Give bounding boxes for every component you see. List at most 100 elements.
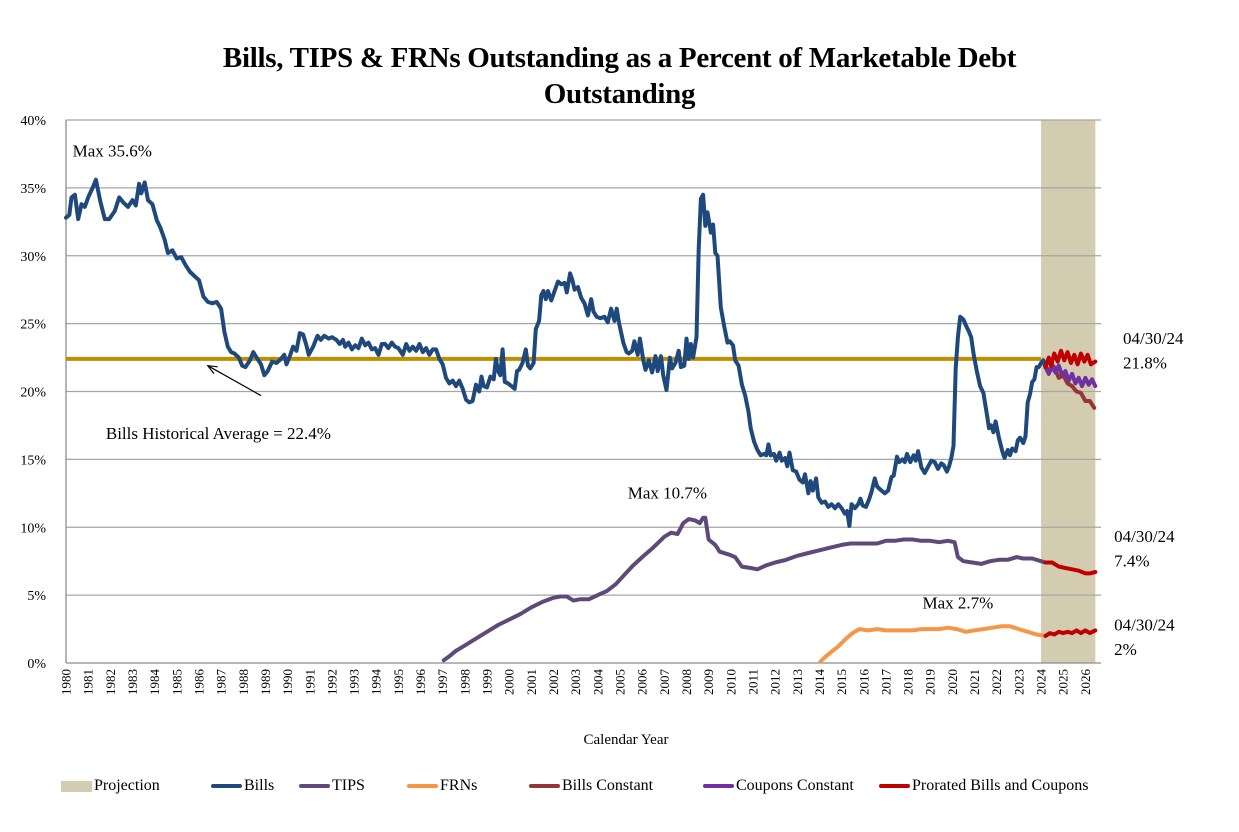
x-tick-label: 2008 bbox=[679, 669, 694, 695]
average-arrow-shaft bbox=[207, 365, 262, 397]
x-tick-label: 2022 bbox=[989, 669, 1004, 695]
legend-item-frns: FRNs bbox=[407, 774, 477, 798]
x-tick-label: 1995 bbox=[391, 669, 406, 695]
average-arrow-head bbox=[206, 364, 218, 374]
x-tick-label: 1986 bbox=[191, 669, 206, 696]
chart-title-line-1: Bills, TIPS & FRNs Outstanding as a Perc… bbox=[222, 42, 1017, 74]
x-tick-label: 1997 bbox=[435, 669, 450, 696]
x-tick-label: 2009 bbox=[701, 669, 716, 695]
x-tick-label: 2016 bbox=[856, 669, 871, 696]
annotation-frn-latest-value: 2% bbox=[1114, 640, 1137, 659]
annotation-bills-latest-value: 21.8% bbox=[1123, 353, 1167, 372]
legend-line-icon bbox=[299, 784, 330, 788]
y-tick-label: 10% bbox=[20, 521, 46, 536]
series-tips-prorated-line bbox=[1043, 560, 1098, 576]
x-tick-label: 1996 bbox=[413, 669, 428, 696]
annotation-bills-avg: Bills Historical Average = 22.4% bbox=[106, 424, 331, 443]
x-tick-label: 1999 bbox=[480, 669, 495, 695]
x-tick-label: 1985 bbox=[169, 669, 184, 695]
x-tick-label: 2021 bbox=[967, 669, 982, 695]
legend-item-bills-constant: Bills Constant bbox=[529, 774, 653, 798]
legend: Projection Bills TIPS FRNs Bills Constant Cou… bbox=[0, 774, 1239, 798]
x-tick-label: 2025 bbox=[1056, 669, 1071, 695]
x-tick-label: 2004 bbox=[590, 669, 605, 696]
y-tick-label: 0% bbox=[27, 657, 46, 672]
annotation-frn-latest-date: 04/30/24 bbox=[1114, 615, 1175, 634]
legend-item-projection: Projection bbox=[61, 774, 160, 798]
x-axis-label: Calendar Year bbox=[584, 732, 669, 748]
legend-label: TIPS bbox=[332, 777, 365, 794]
legend-label: Prorated Bills and Coupons bbox=[912, 777, 1089, 794]
x-tick-label: 2026 bbox=[1078, 669, 1093, 696]
y-tick-label: 15% bbox=[20, 453, 46, 468]
legend-item-prorated-bills-and-coupons: Prorated Bills and Coupons bbox=[879, 774, 1088, 798]
legend-item-bills: Bills bbox=[211, 774, 274, 798]
legend-box-icon bbox=[61, 780, 92, 792]
x-tick-label: 2002 bbox=[546, 669, 561, 695]
series-tips-line bbox=[441, 515, 1048, 663]
x-tick-label: 2014 bbox=[812, 669, 827, 696]
annotation-frn-max: Max 2.7% bbox=[922, 594, 993, 613]
y-tick-label: 30% bbox=[20, 250, 46, 265]
legend-line-icon bbox=[407, 784, 438, 788]
legend-line-icon bbox=[211, 784, 242, 788]
legend-line-icon bbox=[879, 784, 910, 788]
x-tick-label: 2007 bbox=[657, 669, 672, 696]
x-tick-label: 1988 bbox=[236, 669, 251, 695]
legend-label: Coupons Constant bbox=[736, 777, 854, 794]
x-tick-label: 2003 bbox=[568, 669, 583, 695]
series-frns-line bbox=[818, 624, 1048, 664]
x-tick-label: 2010 bbox=[723, 669, 738, 695]
series-coupons-constant-line bbox=[1043, 362, 1098, 389]
annotation-bills-max: Max 35.6% bbox=[73, 142, 152, 161]
x-tick-label: 2024 bbox=[1034, 669, 1049, 696]
x-tick-label: 2017 bbox=[878, 669, 893, 696]
x-tick-label: 2020 bbox=[945, 669, 960, 695]
x-tick-label: 1998 bbox=[457, 669, 472, 695]
legend-item-tips: TIPS bbox=[299, 774, 365, 798]
x-tick-label: 1984 bbox=[147, 669, 162, 696]
series-bills-line bbox=[64, 177, 1048, 528]
y-tick-label: 20% bbox=[20, 386, 46, 401]
annotation-tips-max: Max 10.7% bbox=[628, 484, 707, 503]
legend-item-coupons-constant: Coupons Constant bbox=[703, 774, 854, 798]
legend-label: Projection bbox=[94, 777, 160, 794]
x-tick-label: 2011 bbox=[745, 669, 760, 695]
legend-label: Bills Constant bbox=[562, 777, 654, 794]
x-tick-label: 2012 bbox=[768, 669, 783, 695]
x-tick-label: 2018 bbox=[901, 669, 916, 695]
y-tick-label: 35% bbox=[20, 182, 46, 197]
y-tick-label: 40% bbox=[20, 114, 46, 129]
x-tick-label: 2001 bbox=[524, 669, 539, 695]
x-tick-label: 1987 bbox=[214, 669, 229, 696]
x-tick-label: 1981 bbox=[81, 669, 96, 695]
legend-line-icon bbox=[703, 784, 734, 788]
x-tick-label: 2019 bbox=[923, 669, 938, 695]
series-prorated-bills-and-coupons-line bbox=[1043, 348, 1098, 370]
x-tick-label: 1982 bbox=[103, 669, 118, 695]
x-tick-label: 1980 bbox=[59, 669, 74, 695]
x-tick-label: 1992 bbox=[324, 669, 339, 695]
x-tick-label: 1989 bbox=[258, 669, 273, 695]
x-tick-label: 1993 bbox=[347, 669, 362, 695]
x-tick-label: 2006 bbox=[635, 669, 650, 696]
annotation-tips-latest-date: 04/30/24 bbox=[1114, 527, 1175, 546]
x-tick-label: 2013 bbox=[790, 669, 805, 695]
x-tick-label: 2005 bbox=[613, 669, 628, 695]
legend-line-icon bbox=[529, 784, 560, 788]
x-tick-label: 2015 bbox=[834, 669, 849, 695]
legend-label: Bills bbox=[244, 777, 275, 794]
x-tick-label: 1983 bbox=[125, 669, 140, 695]
x-tick-label: 2023 bbox=[1011, 669, 1026, 695]
legend-label: FRNs bbox=[440, 777, 478, 794]
annotation-bills-latest-date: 04/30/24 bbox=[1123, 329, 1184, 348]
chart-title-line-2: Outstanding bbox=[543, 78, 696, 110]
chart-title: Bills, TIPS & FRNs Outstanding as a Perc… bbox=[0, 40, 1239, 112]
x-tick-label: 1991 bbox=[302, 669, 317, 695]
x-tick-label: 1990 bbox=[280, 669, 295, 695]
annotation-tips-latest-value: 7.4% bbox=[1114, 552, 1149, 571]
y-tick-label: 5% bbox=[27, 589, 46, 604]
y-tick-label: 25% bbox=[20, 318, 46, 333]
x-tick-label: 1994 bbox=[369, 669, 384, 696]
